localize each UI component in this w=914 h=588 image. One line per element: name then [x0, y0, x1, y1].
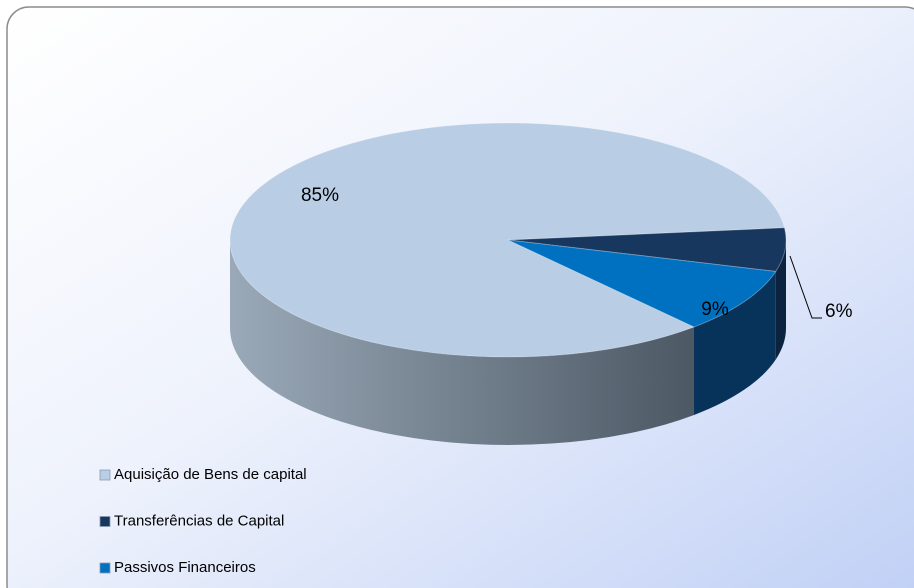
legend-swatch — [99, 562, 111, 574]
legend-label: Transferências de Capital — [114, 512, 284, 529]
slice-side — [230, 240, 695, 445]
legend-label: Aquisição de Bens de capital — [114, 466, 307, 483]
slice — [507, 239, 777, 328]
legend-swatch — [99, 469, 111, 481]
data-label: 6% — [825, 301, 853, 322]
legend-label: Passivos Financeiros — [114, 559, 256, 576]
data-label: 9% — [701, 299, 729, 320]
legend-swatch — [99, 516, 111, 527]
slice — [507, 227, 787, 272]
slice — [229, 122, 786, 358]
slice-side — [694, 271, 776, 415]
data-label: 85% — [301, 185, 339, 206]
slice-side — [775, 240, 786, 360]
leader-line — [789, 255, 822, 319]
